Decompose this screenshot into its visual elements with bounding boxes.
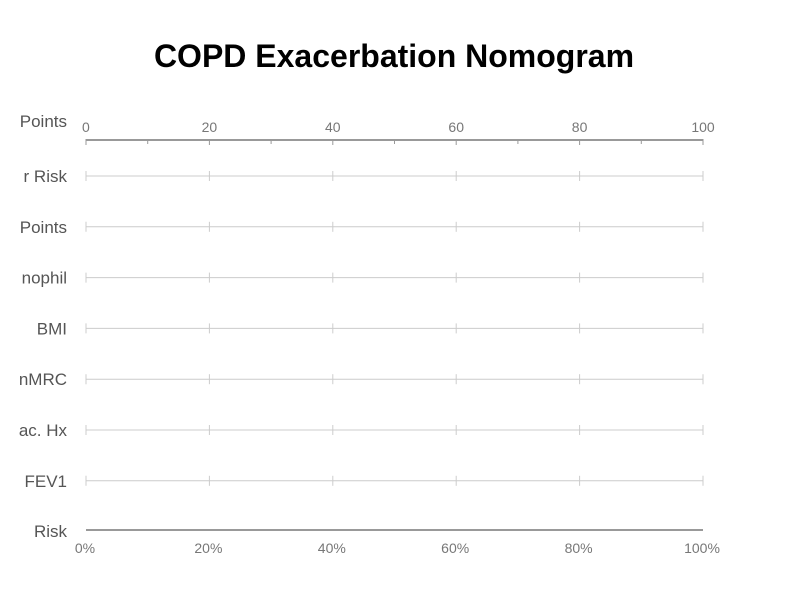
risk-tick-label: 20% [194, 540, 222, 556]
points-tick-label: 20 [202, 119, 218, 135]
risk-axis-label: Risk [34, 522, 68, 541]
row-label: nophil [22, 269, 67, 288]
points-tick-label: 100 [691, 119, 715, 135]
risk-tick-label: 80% [565, 540, 593, 556]
points-tick-label: 40 [325, 119, 341, 135]
chart-title: COPD Exacerbation Nomogram [153, 38, 635, 74]
row-label: FEV1 [24, 472, 67, 491]
row-label: Points [20, 218, 67, 237]
row-label: ac. Hx [19, 421, 68, 440]
points-tick-label: 60 [448, 119, 464, 135]
row-label: r Risk [24, 167, 68, 186]
row-label: BMI [37, 319, 67, 338]
risk-tick-label: 40% [318, 540, 346, 556]
risk-tick-label: 0% [75, 540, 95, 556]
row-label: nMRC [19, 370, 67, 389]
points-tick-label: 80 [572, 119, 588, 135]
risk-tick-label: 100% [684, 540, 720, 556]
risk-tick-label: 60% [441, 540, 469, 556]
points-axis-label: Points [20, 112, 67, 131]
points-tick-label: 0 [82, 119, 90, 135]
